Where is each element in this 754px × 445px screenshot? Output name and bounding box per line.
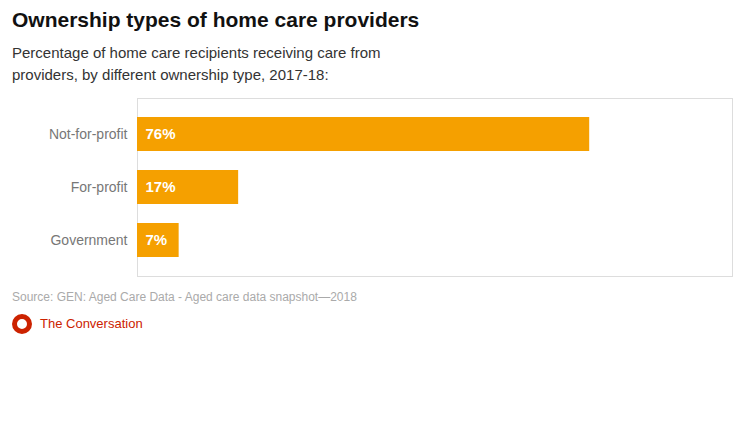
svg-text:For-profit: For-profit <box>71 178 128 194</box>
html-text:Source: GEN: Aged Care Data -: Source: GEN: Aged Care Data - Aged care … <box>12 289 357 304</box>
html-text:Percentage of home care recipi: Percentage of home care recipients recei… <box>12 44 381 83</box>
svg-text:Government: Government <box>50 231 127 247</box>
svg-text:17%: 17% <box>146 178 176 195</box>
svg-text:76%: 76% <box>146 125 176 142</box>
svg-text:Not-for-profit: Not-for-profit <box>49 125 128 141</box>
svg-text:7%: 7% <box>146 231 168 248</box>
html-text:The Conversation: The Conversation <box>40 316 143 331</box>
html-text:Ownership types of home care p: Ownership types of home care providers <box>12 8 420 31</box>
